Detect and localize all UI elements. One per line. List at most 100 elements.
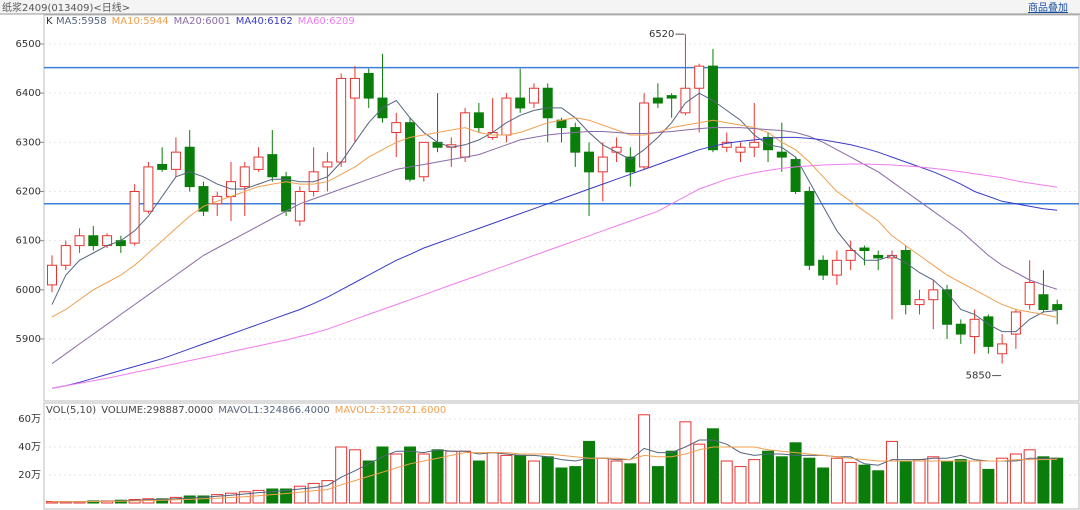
candle-body [198, 186, 209, 212]
candle-body [473, 112, 484, 129]
candle-body [749, 141, 760, 148]
candle-body [88, 235, 99, 247]
candle-body [597, 156, 608, 173]
volume-bar [872, 470, 885, 504]
y-tick-label: 5900 [16, 334, 41, 345]
volume-bar [706, 428, 719, 504]
candle-body [184, 146, 195, 188]
volume-bar [610, 460, 623, 504]
y-tick-label: 6000 [16, 285, 41, 296]
volume-bar [748, 459, 761, 504]
volume-bar [941, 460, 954, 504]
candle-body [253, 156, 264, 170]
volume-bar [982, 468, 995, 504]
candle-body [955, 323, 966, 335]
candle-body [735, 146, 746, 153]
volume-bar [679, 421, 692, 504]
volume-bar [362, 460, 375, 504]
ma-line [51, 127, 1058, 365]
volume-bar [472, 460, 485, 504]
volume-bar [624, 463, 637, 504]
volume-bar [569, 466, 582, 504]
candle-body [47, 264, 57, 286]
candle-body [845, 250, 856, 261]
candle-body [776, 151, 787, 158]
y-tick-label: 6300 [16, 137, 41, 148]
candle-body [721, 141, 732, 148]
volume-bar [968, 460, 981, 504]
candle-body [928, 289, 939, 301]
candle-body [790, 159, 801, 193]
price-panel [43, 14, 1080, 402]
volume-bar [583, 440, 596, 504]
candle-body [584, 151, 595, 173]
volume-bar [996, 457, 1009, 504]
candle-body [170, 151, 181, 170]
volume-bar [844, 461, 857, 504]
volume-bar [885, 440, 898, 504]
volume-bar [596, 457, 609, 504]
volume-bar [404, 446, 417, 504]
volume-bar [789, 442, 802, 504]
volume-bar [486, 452, 499, 504]
candle-body [694, 65, 705, 89]
y-tick-label: 6200 [16, 187, 41, 198]
volume-bar [321, 480, 334, 504]
ma-line [51, 136, 1058, 389]
volume-bar [500, 454, 513, 504]
overlay-button[interactable]: 商品叠加 [1028, 1, 1068, 14]
candle-body [391, 122, 402, 133]
candle-body [528, 87, 539, 104]
volume-bar [693, 443, 706, 504]
volume-bar [858, 464, 871, 504]
candle-body [239, 166, 250, 188]
y-tick-label: 60万 [18, 414, 41, 425]
candle-body [515, 97, 526, 109]
candle-body [322, 161, 333, 168]
panel-label: K [46, 16, 53, 27]
candle-body [60, 245, 71, 266]
volume-bar [307, 482, 320, 504]
volume-bar [445, 450, 458, 504]
candle-body [294, 191, 305, 222]
volume-bar [817, 467, 830, 504]
y-tick-label: 6100 [16, 236, 41, 247]
legend-label: MA40:6162 [236, 16, 293, 27]
volume-bar [390, 453, 403, 504]
y-tick-label: 6500 [16, 39, 41, 50]
volume-bar [252, 489, 265, 504]
legend-label: MAVOL2:312621.6000 [335, 405, 446, 416]
candle-body [859, 247, 870, 252]
candle-body [349, 77, 360, 99]
volume-bar [927, 456, 940, 504]
legend-label: MAVOL1:324866.4000 [218, 405, 329, 416]
volume-bar [376, 446, 389, 504]
volume-bar [1023, 449, 1036, 504]
legend-label: VOLUME:298887.0000 [101, 405, 213, 416]
candle-body [363, 73, 374, 99]
y-tick-label: 6400 [16, 88, 41, 99]
volume-bar [293, 485, 306, 504]
volume-bar [280, 488, 293, 504]
candle-body [818, 259, 829, 276]
candle-body [914, 299, 925, 306]
volume-bar [527, 460, 540, 504]
volume-bar [954, 459, 967, 504]
candle-body [652, 97, 663, 104]
legend-label: VOL(5,10) [46, 405, 96, 416]
candle-body [336, 77, 347, 163]
window-title: 纸浆2409(013409)<日线> [2, 1, 130, 14]
candle-body [143, 166, 154, 212]
ma-line [52, 446, 1058, 503]
volume-bar [1051, 457, 1064, 504]
candle-body [611, 146, 622, 153]
volume-bar [775, 456, 788, 504]
candle-body [460, 112, 471, 158]
candle-body [74, 235, 85, 247]
candle-body [1052, 304, 1063, 311]
candle-body [501, 97, 512, 136]
candle-body [418, 141, 429, 178]
candle-body [997, 343, 1008, 355]
y-tick-label: 40万 [18, 442, 41, 453]
